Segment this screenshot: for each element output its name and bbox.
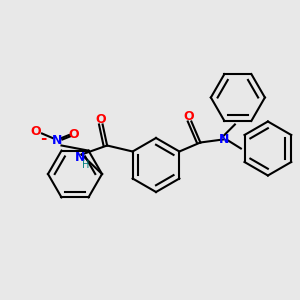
- Text: O: O: [31, 125, 41, 139]
- Text: N: N: [52, 134, 62, 148]
- Text: N: N: [75, 151, 85, 164]
- Text: O: O: [96, 113, 106, 127]
- Text: -: -: [40, 130, 47, 146]
- Text: O: O: [68, 128, 79, 142]
- Text: H: H: [82, 160, 90, 170]
- Text: O: O: [183, 110, 194, 124]
- Text: N: N: [219, 133, 230, 146]
